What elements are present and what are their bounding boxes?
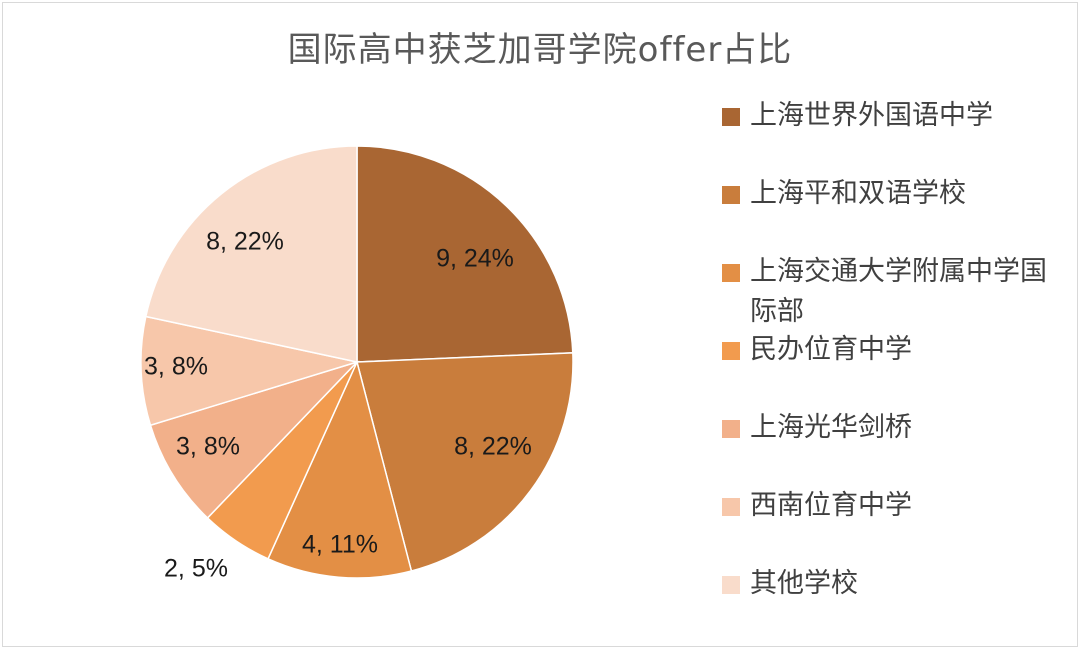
pie-slice: [356, 145, 574, 363]
legend-item: 西南位育中学: [722, 486, 1060, 526]
legend-item: 上海光华剑桥: [722, 408, 1060, 448]
chart-title: 国际高中获芝加哥学院offer占比: [287, 30, 793, 70]
legend-label: 上海光华剑桥: [750, 412, 912, 443]
legend-label: 西南位育中学: [750, 490, 912, 521]
legend-item: 其他学校: [722, 564, 1060, 604]
legend-item: 民办位育中学: [722, 330, 1060, 370]
data-label: 3, 8%: [144, 353, 208, 381]
legend-label: 上海平和双语学校: [750, 178, 966, 209]
pie-slice: [267, 359, 413, 579]
pie-slice: [356, 352, 574, 572]
data-label: 9, 24%: [436, 245, 514, 273]
legend-swatch: [722, 498, 740, 516]
legend-item: 上海交通大学附属中学国际部: [722, 252, 1060, 332]
legend-swatch: [722, 264, 740, 282]
legend-label: 上海世界外国语中学: [750, 100, 993, 131]
legend-swatch: [722, 576, 740, 594]
legend-swatch: [722, 186, 740, 204]
data-label: 3, 8%: [176, 433, 240, 461]
legend-swatch: [722, 108, 740, 126]
legend-label: 其他学校: [750, 568, 858, 599]
data-label: 2, 5%: [164, 555, 228, 583]
legend-label: 上海交通大学附属中学国际部: [750, 256, 1047, 327]
data-label: 4, 11%: [302, 531, 378, 559]
data-label: 8, 22%: [206, 228, 284, 256]
legend-swatch: [722, 420, 740, 438]
legend-item: 上海世界外国语中学: [722, 96, 1060, 136]
legend-item: 上海平和双语学校: [722, 174, 1060, 214]
pie-slice: [140, 315, 360, 427]
pie-slice: [149, 360, 360, 520]
pie-slice: [144, 145, 358, 363]
data-label: 8, 22%: [454, 433, 532, 461]
legend-label: 民办位育中学: [750, 334, 912, 365]
legend-swatch: [722, 342, 740, 360]
